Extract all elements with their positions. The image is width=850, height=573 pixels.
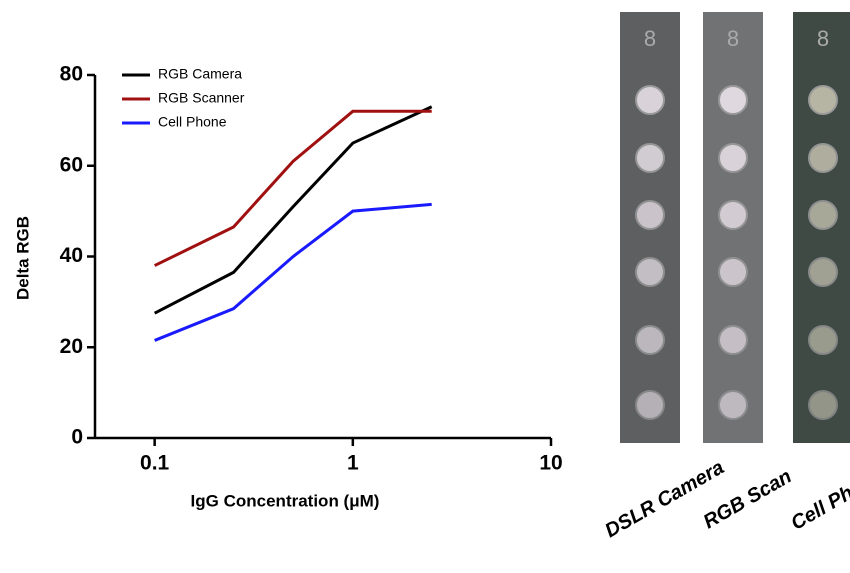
- strip-marker: 8: [644, 26, 656, 51]
- spot: [808, 390, 838, 420]
- legend-label: RGB Camera: [158, 66, 242, 82]
- y-axis-label: Delta RGB: [13, 216, 32, 300]
- spot: [718, 390, 748, 420]
- x-axis-label: IgG Concentration (μM): [191, 491, 380, 510]
- spot: [718, 85, 748, 115]
- spot: [808, 257, 838, 287]
- spot: [808, 85, 838, 115]
- y-tick-label: 40: [60, 244, 83, 267]
- legend-label: RGB Scanner: [158, 90, 245, 106]
- strip-label: Cell Phone: [787, 464, 850, 535]
- strip-marker: 8: [727, 26, 739, 51]
- spot: [635, 200, 665, 230]
- y-tick-label: 60: [60, 153, 83, 176]
- spot: [635, 143, 665, 173]
- y-tick-label: 80: [60, 63, 83, 86]
- spot: [635, 257, 665, 287]
- spot: [635, 325, 665, 355]
- spot: [635, 85, 665, 115]
- series-line: [154, 202, 432, 342]
- y-tick-label: 0: [71, 426, 83, 449]
- series-line: [153, 109, 432, 267]
- y-tick-label: 20: [60, 335, 83, 358]
- x-tick-label: 0.1: [140, 452, 170, 475]
- spot: [718, 143, 748, 173]
- spot: [718, 325, 748, 355]
- spot: [718, 257, 748, 287]
- x-tick-label: 10: [539, 452, 562, 475]
- spot: [808, 325, 838, 355]
- spot: [718, 200, 748, 230]
- x-tick-label: 1: [347, 452, 359, 475]
- series-line: [153, 105, 433, 315]
- spot: [808, 143, 838, 173]
- spot: [635, 390, 665, 420]
- strip-marker: 8: [817, 26, 829, 51]
- spot: [808, 200, 838, 230]
- legend-label: Cell Phone: [158, 114, 227, 130]
